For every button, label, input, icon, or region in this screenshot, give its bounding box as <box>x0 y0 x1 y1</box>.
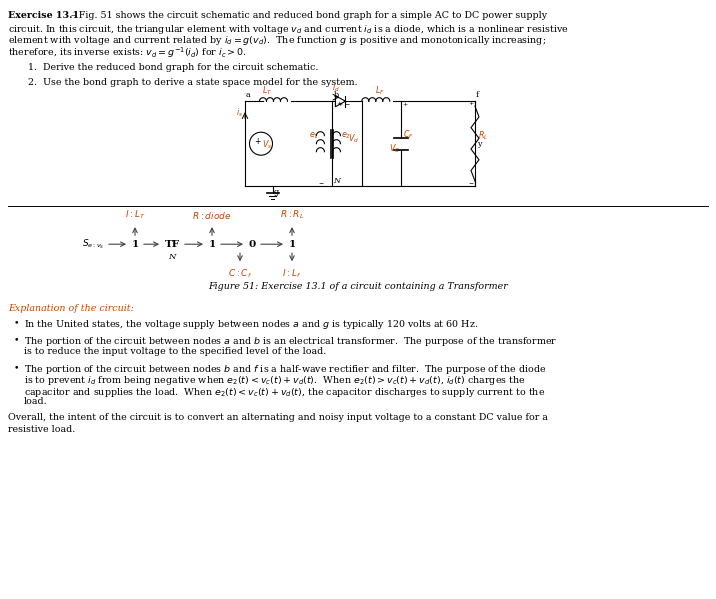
Text: – Fig. 51 shows the circuit schematic and reduced bond graph for a simple AC to : – Fig. 51 shows the circuit schematic an… <box>68 11 547 20</box>
Text: $V_d$: $V_d$ <box>349 132 359 145</box>
Text: •: • <box>14 318 19 327</box>
Text: is to reduce the input voltage to the specified level of the load.: is to reduce the input voltage to the sp… <box>24 347 326 356</box>
Text: N: N <box>334 177 340 185</box>
Text: is to prevent $i_d$ from being negative when $e_2(t) < v_c(t) + v_d(t)$.  When $: is to prevent $i_d$ from being negative … <box>24 374 526 388</box>
Text: N: N <box>168 253 175 261</box>
Text: −: − <box>319 180 324 185</box>
Text: $L_F$: $L_F$ <box>375 84 385 97</box>
Text: $i_s$: $i_s$ <box>236 107 243 119</box>
Text: The portion of the circuit between nodes $b$ and $f$ is a half-wave rectifier an: The portion of the circuit between nodes… <box>24 363 546 376</box>
Text: +: + <box>253 137 260 146</box>
Text: −: − <box>344 101 349 106</box>
Text: •: • <box>14 363 19 372</box>
Text: f: f <box>476 91 479 99</box>
Text: 1: 1 <box>289 240 296 249</box>
Text: In the United states, the voltage supply between nodes $a$ and $g$ is typically : In the United states, the voltage supply… <box>24 318 478 331</box>
Text: $V_s$: $V_s$ <box>262 139 272 151</box>
Text: 2.  Use the bond graph to derive a state space model for the system.: 2. Use the bond graph to derive a state … <box>28 78 357 87</box>
Text: $i_d$: $i_d$ <box>332 81 340 94</box>
Text: $I:L_T$: $I:L_T$ <box>125 208 145 221</box>
Text: $C:C_f$: $C:C_f$ <box>228 267 252 280</box>
Text: $e_1$: $e_1$ <box>309 131 319 141</box>
Text: element with voltage and current related by $i_d = g(v_d)$.  The function $g$ is: element with voltage and current related… <box>8 34 546 47</box>
Text: +: + <box>336 101 341 106</box>
Text: The portion of the circuit between nodes $a$ and $b$ is an electrical transforme: The portion of the circuit between nodes… <box>24 335 557 348</box>
Text: +: + <box>402 102 407 107</box>
Text: $C_F$: $C_F$ <box>403 129 415 141</box>
Text: 1: 1 <box>131 240 139 249</box>
Text: $e_2$: $e_2$ <box>342 131 352 141</box>
Text: capacitor and supplies the load.  When $e_2(t) < v_c(t) + v_d(t)$, the capacitor: capacitor and supplies the load. When $e… <box>24 386 545 399</box>
Text: y: y <box>477 140 481 148</box>
Text: $R:R_L$: $R:R_L$ <box>280 208 304 221</box>
Text: Overall, the intent of the circuit is to convert an alternating and noisy input : Overall, the intent of the circuit is to… <box>8 413 548 422</box>
Text: 0: 0 <box>248 240 256 249</box>
Text: Explanation of the circuit:: Explanation of the circuit: <box>8 304 134 313</box>
Text: TF: TF <box>165 240 180 249</box>
Text: •: • <box>14 335 19 344</box>
Text: b: b <box>334 91 339 99</box>
Text: −: − <box>468 180 473 185</box>
Text: circuit. In this circuit, the triangular element with voltage $v_d$ and current : circuit. In this circuit, the triangular… <box>8 23 569 35</box>
Text: +: + <box>468 101 473 106</box>
Text: +: + <box>337 102 343 107</box>
Text: $L_T$: $L_T$ <box>262 84 272 97</box>
Text: a: a <box>246 91 251 99</box>
Text: 1: 1 <box>208 240 216 249</box>
Text: g: g <box>274 188 279 196</box>
Text: 1.  Derive the reduced bond graph for the circuit schematic.: 1. Derive the reduced bond graph for the… <box>28 63 319 72</box>
Text: load.: load. <box>24 397 48 406</box>
Text: therefore, its inverse exists: $v_d = g^{-1}(i_d)$ for $i_c > 0$.: therefore, its inverse exists: $v_d = g^… <box>8 46 247 60</box>
Text: $V_C$: $V_C$ <box>389 143 400 155</box>
Text: $I:L_f$: $I:L_f$ <box>282 267 301 280</box>
Text: Figure 51: Exercise 13.1 of a circuit containing a Transformer: Figure 51: Exercise 13.1 of a circuit co… <box>208 282 508 291</box>
Text: Exercise 13.1: Exercise 13.1 <box>8 11 79 20</box>
Text: $R_L$: $R_L$ <box>478 130 488 142</box>
Text: resistive load.: resistive load. <box>8 425 75 434</box>
Text: $S_{e:v_S}$: $S_{e:v_S}$ <box>82 237 105 251</box>
Text: $R:diode$: $R:diode$ <box>193 210 232 221</box>
